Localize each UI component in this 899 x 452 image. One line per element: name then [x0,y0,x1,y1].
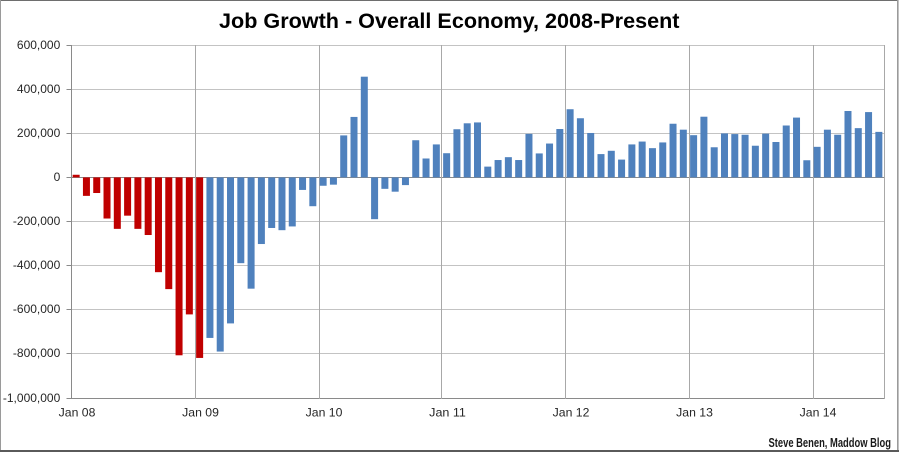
svg-text:-800,000: -800,000 [13,346,61,360]
svg-text:0: 0 [54,170,61,184]
svg-text:-400,000: -400,000 [13,258,61,272]
svg-text:Jan 13: Jan 13 [676,405,713,419]
svg-text:Jan 08: Jan 08 [59,405,96,419]
svg-text:Jan 14: Jan 14 [800,405,837,419]
svg-text:600,000: 600,000 [17,38,61,52]
svg-text:Steve Benen, Maddow Blog: Steve Benen, Maddow Blog [769,435,892,450]
svg-text:400,000: 400,000 [17,82,61,96]
svg-text:Jan 11: Jan 11 [429,405,466,419]
svg-text:-600,000: -600,000 [13,302,61,316]
svg-text:-1,000,000: -1,000,000 [3,391,61,405]
svg-text:Jan 12: Jan 12 [553,405,590,419]
svg-text:-200,000: -200,000 [13,214,61,228]
svg-text:200,000: 200,000 [17,126,61,140]
svg-text:Jan 10: Jan 10 [306,405,343,419]
svg-text:Jan 09: Jan 09 [182,405,219,419]
svg-text:Job Growth - Overall Economy,: Job Growth - Overall Economy, 2008-Prese… [219,9,680,33]
